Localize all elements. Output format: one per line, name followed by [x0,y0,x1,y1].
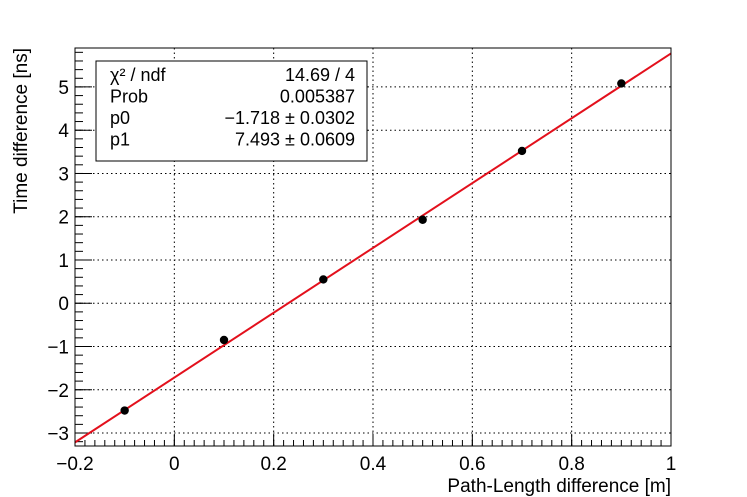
x-tick-label: 0.8 [558,454,584,475]
stats-box-frame [95,60,368,162]
stats-row-label: p1 [110,130,130,150]
data-point [219,335,229,345]
fit-line [74,52,672,444]
y-tick-label: 4 [58,121,69,142]
x-tick-label: 0.4 [360,454,387,475]
x-axis-title: Path-Length difference [m] [447,476,671,497]
x-tick-label: 0.6 [459,454,485,475]
stats-row-value: 7.493 ± 0.0609 [235,130,355,150]
data-point [617,79,626,88]
stats-row-label: χ² / ndf [110,65,166,85]
stats-row-value: 14.69 / 4 [285,65,355,85]
data-points [120,79,626,415]
stats-row-label: Prob [110,87,148,107]
x-tick-label: 1 [666,454,677,475]
axis-ticks [74,51,672,446]
data-point [319,275,328,284]
stats-row-value: 0.005387 [280,87,355,107]
x-tick-labels: −0.2 0 0.2 0.4 0.6 0.8 1 [56,454,676,475]
y-tick-label: 2 [58,208,69,229]
x-tick-label: −0.2 [56,454,94,475]
stats-row-value: −1.718 ± 0.0302 [225,108,356,128]
y-axis-title: Time difference [ns] [11,48,32,214]
y-tick-label: 0 [58,294,69,315]
y-tick-label: 1 [58,251,69,272]
plot-frame [74,47,672,447]
y-tick-labels: −3 −2 −1 0 1 2 3 4 5 [47,78,69,445]
y-tick-label: −1 [47,338,69,359]
stats-box: χ² / ndf 14.69 / 4 Prob 0.005387 p0 −1.718 ± … [95,60,368,162]
y-tick-label: 5 [58,78,69,99]
data-point [418,215,427,224]
stats-row-label: p0 [110,108,130,128]
x-tick-label: 0 [169,454,180,475]
y-tick-label: −2 [47,381,69,402]
fit-line-layer [74,52,672,444]
y-tick-label: −3 [47,424,69,445]
data-point [120,406,129,415]
y-tick-label: 3 [58,164,69,185]
data-point [517,146,527,156]
x-tick-label: 0.2 [260,454,286,475]
